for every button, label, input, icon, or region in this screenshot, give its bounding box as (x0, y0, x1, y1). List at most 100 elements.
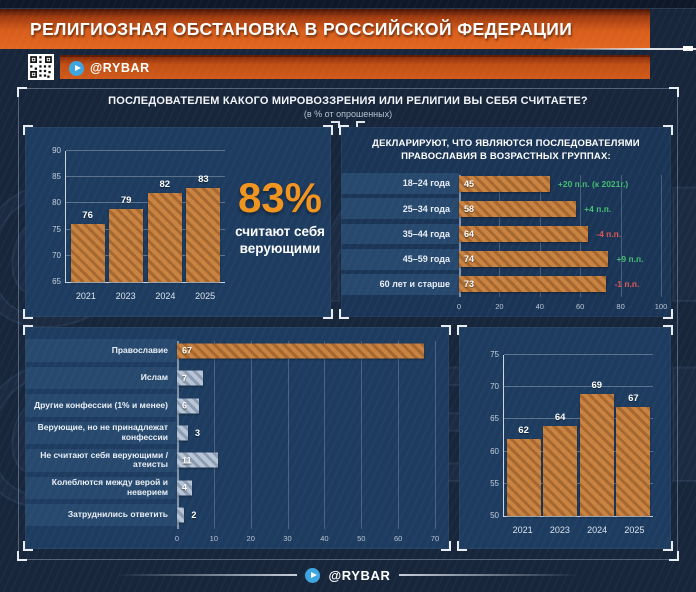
panel-orthodox-age: ДЕКЛАРИРУЮТ, ЧТО ЯВЛЯЮТСЯ ПОСЛЕДОВАТЕЛЯМ… (339, 125, 673, 319)
chart-orthodox-age: 0 20 40 60 80 100 18–24 года 45 +20 п.п. (к 2021… (341, 171, 667, 313)
bar: 67 (616, 393, 651, 516)
x-axis-tick-label: 2024 (155, 291, 176, 301)
row-label: Ислам (25, 366, 177, 390)
bars-group: 76 79 82 83 (66, 151, 225, 282)
bar-slot: 83 (186, 151, 221, 282)
x-axis-tick-label: 40 (320, 534, 329, 543)
rybar-channel-label: @RYBAR (90, 61, 150, 75)
telegram-icon (69, 60, 84, 76)
grid-line (620, 175, 622, 297)
x-axis-tick-label: 2025 (624, 525, 645, 535)
bar-value-label: 7 (182, 373, 188, 384)
qr-code-image (29, 55, 53, 79)
row-label: Другие конфессии (1% и менее) (25, 394, 177, 417)
banner-underline (546, 46, 696, 51)
x-axis-tick-label: 2024 (587, 525, 608, 535)
bar-value-label: 58 (464, 203, 475, 214)
bar-annotation: -1 п.п. (614, 279, 640, 290)
bar-slot: 67 (616, 355, 651, 516)
rybar-badge: @RYBAR (60, 55, 650, 79)
survey-question-block: ПОСЛЕДОВАТЕЛЕМ КАКОГО МИРОВОЗЗРЕНИЯ ИЛИ … (19, 95, 677, 130)
corner-bracket (23, 325, 33, 335)
grid-line (361, 341, 363, 529)
chart-row: 25–34 года 58 +4 п.п. (341, 196, 661, 221)
footer: @RYBAR (0, 565, 696, 585)
bar: 79 (109, 195, 144, 282)
bar-value-label: 64 (554, 411, 566, 423)
bar-value-label: 74 (464, 254, 475, 265)
survey-question: ПОСЛЕДОВАТЕЛЕМ КАКОГО МИРОВОЗЗРЕНИЯ ИЛИ … (108, 95, 588, 107)
y-axis-tick-label: 90 (52, 146, 61, 155)
panel-orthodox-age-title: ДЕКЛАРИРУЮТ, ЧТО ЯВЛЯЮТСЯ ПОСЛЕДОВАТЕЛЯМ… (372, 138, 640, 163)
bars-group: 62 64 69 67 (504, 355, 653, 516)
qr-code (28, 54, 54, 80)
bar-value-label: 73 (464, 279, 475, 290)
x-axis-tick-label: 70 (430, 534, 440, 543)
grid-line (66, 254, 225, 256)
bar: 83 (186, 174, 221, 282)
y-axis-tick-label: 70 (490, 382, 499, 392)
bar: 82 (147, 179, 182, 282)
chart-row: Православие 67 (25, 337, 435, 364)
grid-line (504, 386, 653, 388)
x-axis-tick-label: 30 (283, 534, 292, 543)
row-label: Не считают себя верующими / атеисты (25, 449, 177, 472)
bar-value-label: 11 (182, 455, 192, 466)
y-axis-tick-label: 80 (52, 198, 61, 208)
row-plot: 73 -1 п.п. (459, 272, 661, 297)
rows-group: Православие 67 Ислам 7 Другие конфессии (1% … (25, 337, 435, 529)
grid-line (66, 150, 225, 151)
corner-bracket (323, 309, 333, 319)
bar-slot: 69 (579, 355, 614, 516)
row-label: 18–24 года (341, 173, 459, 194)
bar-slot: 64 (543, 355, 578, 516)
top-strip (0, 0, 696, 9)
chart-row: Затруднились ответить 2 (25, 502, 435, 529)
corner-bracket (663, 125, 673, 135)
bar-value-label: 67 (182, 345, 193, 356)
grid-line (66, 228, 225, 230)
chart-row: 18–24 года 45 +20 п.п. (к 2021г.) (341, 171, 661, 196)
grid-line (250, 341, 252, 529)
x-axis-tick-label: 0 (456, 302, 462, 311)
x-axis-labels: 2021 2023 2024 2025 (504, 525, 653, 535)
corner-bracket (23, 541, 33, 551)
chart-row: Ислам 7 (25, 364, 435, 391)
row-plot: 7 (177, 364, 435, 391)
bar-value-label: 45 (464, 178, 475, 189)
chart-row: 45–59 года 74 +9 п.п. (341, 247, 661, 272)
grid-line (213, 341, 215, 529)
bar-value-label: 79 (120, 194, 132, 206)
corner-bracket (669, 87, 679, 97)
bar: 64 (543, 412, 578, 516)
x-axis-tick-label: 40 (535, 302, 544, 311)
corner-mark (356, 121, 365, 128)
grid-line (66, 176, 225, 178)
row-label: 45–59 года (341, 248, 459, 270)
bar-value-label: 82 (159, 178, 171, 190)
top-charts-row: 65 70 75 80 85 90 76 79 82 83 2021 2023 2024 2025 83%… (23, 125, 673, 319)
chart-confessions: 0 10 20 30 40 50 60 70 Православие 67 Ислам 7 Другие… (25, 337, 439, 545)
row-label: 25–34 года (341, 198, 459, 220)
bar-annotation: +9 п.п. (616, 254, 644, 265)
row-plot: 11 (177, 447, 435, 474)
grid-line (66, 202, 225, 204)
bar-slot: 79 (109, 151, 144, 282)
row-plot: 6 (177, 392, 435, 419)
corner-bracket (663, 541, 673, 551)
corner-bracket (23, 125, 33, 135)
content-frame: ПОСЛЕДОВАТЕЛЕМ КАКОГО МИРОВОЗЗРЕНИЯ ИЛИ … (17, 87, 679, 561)
y-axis-tick-label: 60 (490, 446, 499, 456)
y-axis-tick-label: 55 (490, 478, 499, 488)
grid-line (287, 341, 289, 529)
row-plot: 67 (177, 337, 435, 364)
grid-line (504, 450, 653, 452)
subheader-row: @RYBAR (0, 54, 696, 80)
bar: 11 (177, 452, 218, 468)
row-plot: 64 -4 п.п. (459, 221, 661, 246)
bar: 64 (459, 226, 589, 242)
bar-value-label: 83 (198, 173, 209, 185)
bar-value-label: 67 (628, 392, 639, 404)
corner-bracket (441, 325, 451, 335)
y-axis-tick-label: 75 (490, 350, 499, 359)
